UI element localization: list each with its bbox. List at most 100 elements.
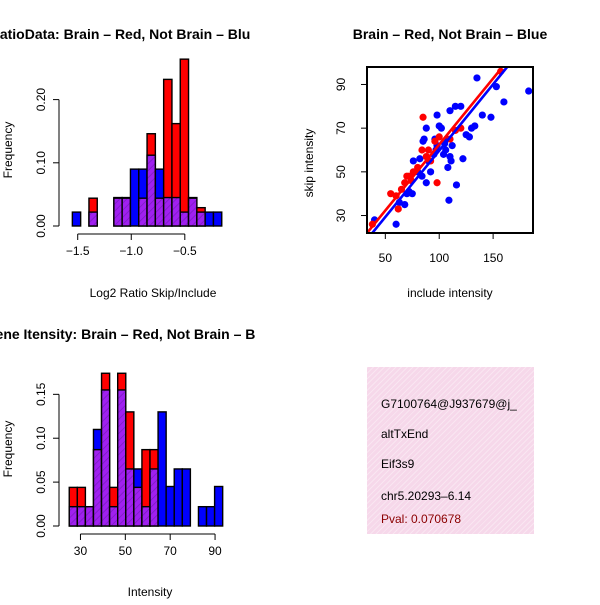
histogram-overlap-bar	[154, 197, 165, 227]
info-pval: Pval: 0.070678	[381, 512, 462, 526]
histogram-bar	[197, 505, 208, 527]
histogram-bar	[173, 468, 184, 527]
not-brain-point	[473, 74, 481, 82]
intensity-scatter: Brain – Red, Not Brain – Blue include in…	[302, 26, 547, 300]
histogram-bar	[212, 211, 223, 227]
histogram-bar	[205, 505, 216, 527]
histogram-overlap-bar	[113, 197, 123, 227]
y-tick-label: 0.15	[34, 382, 48, 406]
brain-fit-line	[367, 68, 502, 233]
ratio-histogram: RatioData: Brain – Red, Not Brain – Blu …	[0, 26, 250, 300]
histogram-overlap-bar	[116, 389, 127, 527]
info-location: chr5.20293–6.14	[381, 489, 472, 503]
not-brain-point	[487, 113, 495, 121]
histogram-overlap-bar	[68, 505, 79, 527]
not-brain-point	[451, 102, 459, 110]
scatter-ylabel: skip intensity	[302, 129, 316, 198]
y-tick-label: 0.05	[34, 470, 48, 494]
histogram-overlap-bar	[121, 197, 132, 227]
not-brain-point	[433, 111, 441, 119]
x-tick-label: 30	[74, 544, 88, 558]
brain-point	[419, 113, 427, 121]
not-brain-point	[392, 220, 400, 228]
not-brain-point	[442, 146, 450, 154]
y-tick-label: 30	[334, 209, 348, 223]
y-tick-label: 0.10	[34, 151, 48, 175]
histogram-overlap-bar	[141, 505, 151, 527]
histogram-overlap-bar	[108, 505, 119, 527]
not-brain-point	[471, 122, 479, 130]
scatter-xlabel: include intensity	[407, 286, 492, 300]
not-brain-point	[409, 157, 417, 165]
histogram-bar	[179, 58, 190, 227]
info-event-id: G7100764@J937679@j_	[381, 397, 517, 411]
brain-point	[435, 133, 443, 141]
x-tick-label: 100	[429, 251, 449, 265]
x-tick-label: 50	[379, 251, 393, 265]
not-brain-fit-line	[370, 67, 509, 233]
x-tick-label: −1.0	[119, 244, 143, 258]
not-brain-point	[492, 83, 500, 91]
histogram-overlap-bar	[171, 196, 181, 227]
not-brain-point	[457, 102, 465, 110]
not-brain-point	[525, 87, 533, 95]
info-panel: G7100764@J937679@j_ altTxEnd Eif3s9 chr5…	[367, 367, 534, 534]
scatter-title: Brain – Red, Not Brain – Blue	[353, 26, 548, 42]
ratio-histogram-xlabel: Log2 Ratio Skip/Include	[90, 286, 217, 300]
x-tick-label: 90	[208, 544, 222, 558]
histogram-overlap-bar	[100, 389, 111, 527]
not-brain-point	[426, 168, 435, 176]
x-tick-label: 50	[119, 544, 133, 558]
histogram-bar	[181, 468, 192, 527]
histogram-overlap-bar	[133, 486, 143, 527]
brain-point	[418, 146, 426, 154]
brain-point	[387, 190, 395, 198]
histogram-overlap-bar	[76, 505, 87, 527]
histogram-overlap-bar	[162, 196, 173, 227]
histogram-bar	[204, 211, 215, 227]
not-brain-point	[500, 98, 508, 106]
not-brain-point	[420, 135, 428, 143]
intensity-histogram: Gene Itensity: Brain – Red, Not Brain – …	[0, 326, 255, 599]
not-brain-point	[422, 179, 430, 187]
not-brain-point	[446, 107, 454, 115]
x-tick-label: −0.5	[173, 244, 197, 258]
scatter-frame	[366, 66, 534, 234]
histogram-overlap-bar	[88, 211, 98, 227]
not-brain-point	[437, 124, 445, 132]
y-tick-label: 90	[334, 77, 348, 91]
not-brain-point	[448, 142, 456, 150]
histogram-bar	[157, 411, 167, 527]
histogram-bar	[71, 211, 82, 227]
not-brain-point	[401, 201, 409, 209]
not-brain-point	[447, 157, 455, 165]
info-gene-name: Eif3s9	[381, 457, 415, 471]
info-event-type: altTxEnd	[381, 427, 429, 441]
y-tick-label: 0.00	[34, 514, 48, 538]
x-tick-label: −1.5	[66, 244, 90, 258]
y-tick-label: 70	[334, 121, 348, 135]
y-tick-label: 0.20	[34, 88, 48, 112]
not-brain-point	[465, 133, 474, 141]
histogram-overlap-bar	[179, 211, 190, 227]
not-brain-point	[478, 111, 486, 119]
histogram-bar	[165, 485, 175, 527]
brain-point	[424, 146, 433, 154]
ratio-histogram-title: RatioData: Brain – Red, Not Brain – Blu	[0, 26, 250, 42]
not-brain-point	[452, 181, 461, 189]
not-brain-point	[444, 163, 452, 172]
histogram-bar	[129, 168, 140, 227]
histogram-overlap-bar	[125, 468, 135, 527]
y-tick-label: 0.00	[34, 214, 48, 238]
y-tick-label: 50	[334, 165, 348, 179]
histogram-overlap-bar	[138, 197, 148, 227]
x-tick-label: 70	[164, 544, 178, 558]
not-brain-point	[408, 190, 416, 198]
not-brain-point	[422, 124, 430, 132]
x-tick-label: 150	[483, 251, 503, 265]
brain-point	[433, 179, 441, 187]
brain-point	[394, 205, 402, 213]
intensity-histogram-ylabel: Frequency	[1, 421, 15, 478]
histogram-overlap-bar	[92, 448, 103, 527]
